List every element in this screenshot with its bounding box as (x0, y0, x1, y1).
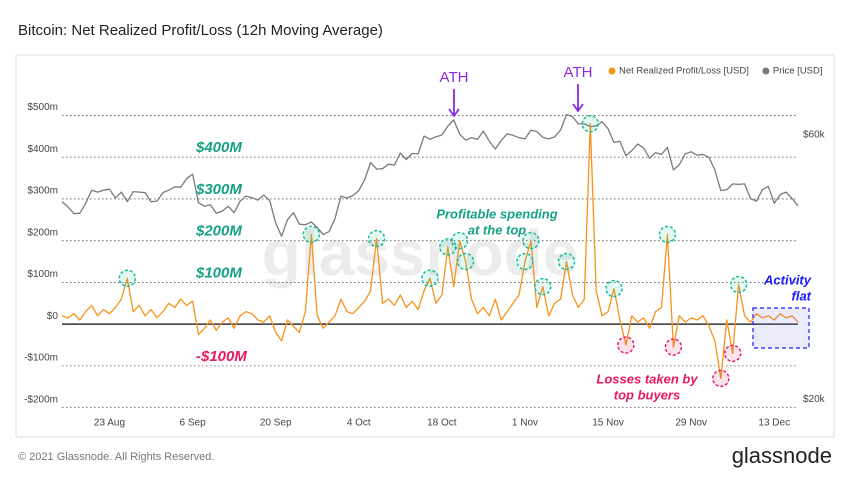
highlight-circle (367, 229, 386, 248)
y-tick-label: $400m (27, 144, 58, 155)
x-tick-label: 20 Sep (260, 418, 292, 429)
annotation: Losses taken by (596, 371, 698, 386)
x-tick-label: 29 Nov (675, 418, 707, 429)
highlight-circle (664, 338, 683, 356)
x-tick-label: 13 Dec (758, 418, 790, 429)
level-label: -$100M (196, 348, 247, 365)
highlight-circle (118, 269, 137, 287)
highlight-circle (421, 269, 439, 287)
highlight-circle (522, 231, 540, 250)
chart-title: Bitcoin: Net Realized Profit/Loss (12h M… (18, 22, 383, 39)
y-tick-label: $500m (27, 102, 58, 113)
annotation: flat (792, 288, 812, 303)
annotation: Activity (763, 272, 812, 287)
highlight-circle (557, 252, 576, 271)
y-tick-label: $300m (27, 186, 58, 197)
y2-tick-label: $60k (803, 129, 826, 140)
y-tick-label: $200m (27, 227, 58, 238)
highlight-circle (534, 277, 552, 296)
y-tick-label: -$100m (24, 353, 58, 364)
annotation: Profitable spending (436, 206, 557, 221)
level-label: $300M (195, 181, 242, 198)
annotation: top buyers (614, 387, 680, 402)
chart-frame (15, 54, 835, 438)
level-label: $200M (195, 223, 242, 240)
flat-box (752, 307, 810, 349)
y-tick-label: $0 (47, 311, 59, 322)
legend-label: Price [USD] (773, 66, 823, 77)
highlight-circle (617, 336, 635, 354)
nrpl-line (61, 123, 799, 380)
highlight-circle (450, 231, 469, 250)
x-tick-label: 6 Sep (180, 418, 207, 429)
ath-arrow (448, 89, 460, 118)
ath-arrow (572, 84, 584, 113)
highlight-circle (605, 279, 623, 298)
level-label: $100M (195, 264, 242, 281)
highlight-circle (658, 225, 677, 244)
y-tick-label: $100m (27, 269, 58, 280)
highlight-circle (302, 225, 321, 244)
x-tick-label: 1 Nov (512, 418, 538, 429)
price-line (61, 113, 799, 237)
legend-swatch (608, 67, 616, 75)
y2-tick-label: $20k (803, 394, 826, 405)
footer: © 2021 Glassnode. All Rights Reserved. (18, 451, 214, 463)
x-tick-label: 4 Oct (347, 418, 371, 429)
ath-label: ATH (564, 64, 593, 81)
legend-swatch (762, 67, 770, 75)
x-tick-label: 23 Aug (94, 418, 125, 429)
highlight-circle (581, 115, 600, 133)
highlight-circle (729, 275, 748, 294)
brand: glassnode (732, 443, 832, 468)
x-tick-label: 15 Nov (592, 418, 624, 429)
legend-label: Net Realized Profit/Loss [USD] (619, 66, 749, 77)
x-tick-label: 18 Oct (427, 418, 457, 429)
highlight-circle (712, 369, 730, 388)
highlight-circle (723, 344, 742, 363)
level-label: $400M (195, 139, 242, 156)
highlight-circle (516, 252, 534, 271)
y-tick-label: -$200m (24, 394, 58, 405)
annotation: at the top (468, 222, 527, 237)
highlight-circle (456, 252, 475, 271)
ath-label: ATH (440, 69, 469, 86)
